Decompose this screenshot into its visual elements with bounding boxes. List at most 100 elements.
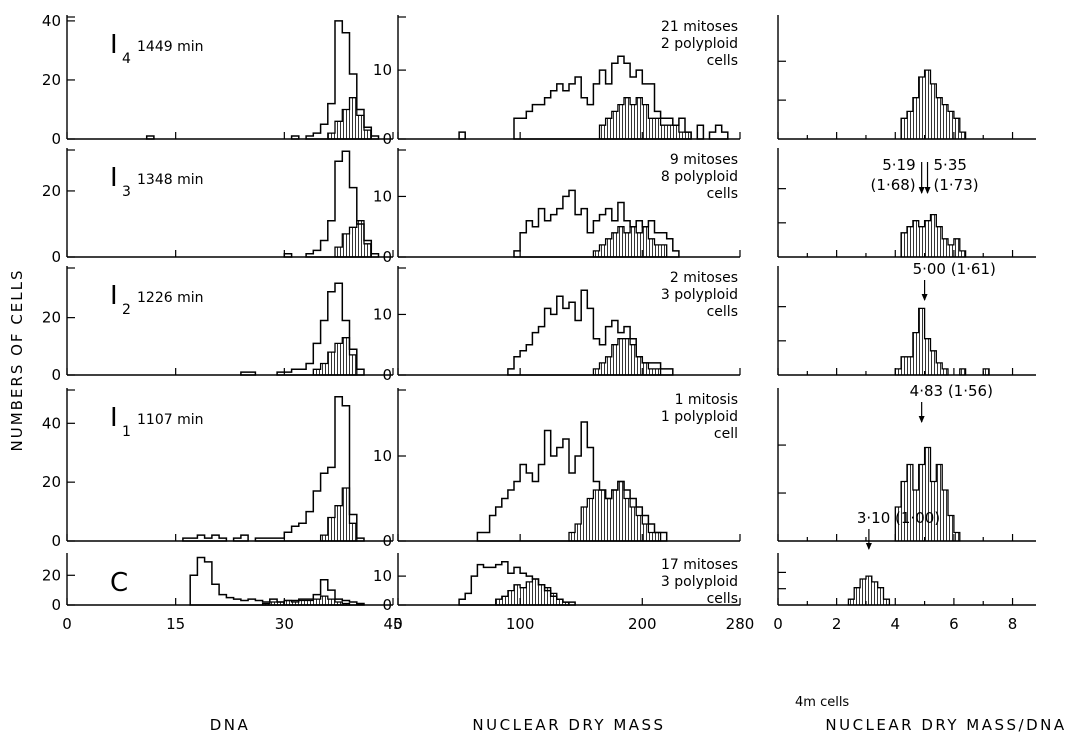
hatched-histogram xyxy=(900,69,967,140)
hatched-histogram xyxy=(319,487,358,542)
total-histogram xyxy=(476,421,668,542)
x-tick-label: 280 xyxy=(726,615,755,633)
hatched-histogram xyxy=(334,220,372,258)
mitoses-note: 21 mitoses xyxy=(661,19,738,35)
group-time: 1449 min xyxy=(137,39,203,55)
hatched-histogram xyxy=(495,578,570,606)
y-tick-label: 40 xyxy=(42,414,61,432)
hatched-histogram xyxy=(894,446,961,542)
x-tick-label: 0 xyxy=(773,615,783,633)
relative-label: (1·68) xyxy=(871,176,916,194)
hatched-histogram xyxy=(327,97,372,140)
mitoses-note: 1 polyploid xyxy=(661,409,738,425)
mean-label: 5·19 xyxy=(882,156,915,174)
y-tick-label: 20 xyxy=(42,309,61,327)
y-tick-label: 0 xyxy=(382,366,392,384)
panel-ratio-row-3: 5·00 (1·61) xyxy=(777,260,1036,376)
mean-label: 4·83 (1·56) xyxy=(910,382,993,400)
relative-label: (1·73) xyxy=(934,176,979,194)
y-tick-label: 0 xyxy=(382,130,392,148)
x-tick-label: 100 xyxy=(506,615,535,633)
group-label: I xyxy=(110,163,118,193)
arrow-head xyxy=(921,294,928,301)
y-tick-label: 0 xyxy=(382,532,392,550)
group-subscript: 4 xyxy=(122,51,131,67)
ratio-axis-note: 4m cells xyxy=(795,695,849,710)
panel-ratio-row-4: 4·83 (1·56) xyxy=(777,382,1036,542)
hatched-histogram xyxy=(894,307,990,376)
panel-ratio-row-5: 3·10 (1·00) xyxy=(777,509,1036,606)
mean-label: 3·10 (1·00) xyxy=(857,509,940,527)
panel-dna-row-3: 0 20 I 2 1226 min xyxy=(42,266,394,384)
hatched-histogram xyxy=(847,575,891,606)
x-axis-title-nuclear-dry-mass: NUCLEAR DRY MASS xyxy=(472,716,665,734)
y-tick-label: 0 xyxy=(51,532,61,550)
mean-label: 5·35 xyxy=(934,156,967,174)
mean-label: 5·00 (1·61) xyxy=(913,260,996,278)
mitoses-note: 3 polyploid xyxy=(661,574,738,590)
mitoses-note: 2 mitoses xyxy=(670,270,738,286)
x-tick-label: 6 xyxy=(949,615,959,633)
mitoses-note: cells xyxy=(707,186,738,202)
group-label: I xyxy=(110,30,118,60)
hatched-histogram xyxy=(598,97,692,140)
mitoses-note: 8 polyploid xyxy=(661,169,738,185)
y-tick-label: 20 xyxy=(42,566,61,584)
x-tick-label: 45 xyxy=(383,615,402,633)
group-time: 1226 min xyxy=(137,290,203,306)
hatched-histogram xyxy=(261,595,351,606)
x-tick-label: 15 xyxy=(166,615,185,633)
y-tick-label: 10 xyxy=(373,61,392,79)
total-histogram xyxy=(189,556,365,606)
total-histogram xyxy=(182,396,365,542)
y-tick-label: 0 xyxy=(51,248,61,266)
y-tick-label: 10 xyxy=(373,187,392,205)
hatched-histogram xyxy=(592,338,662,376)
y-tick-label: 10 xyxy=(373,305,392,323)
y-tick-label: 20 xyxy=(42,182,61,200)
total-histogram xyxy=(458,55,729,140)
mitoses-note: 2 polyploid xyxy=(661,36,738,52)
group-subscript: 2 xyxy=(122,302,131,318)
x-tick-label: 4 xyxy=(890,615,900,633)
total-histogram xyxy=(513,189,680,258)
group-label: I xyxy=(110,403,118,433)
x-tick-label: 30 xyxy=(275,615,294,633)
group-time: 1107 min xyxy=(137,412,203,428)
mitoses-note: cells xyxy=(707,53,738,69)
x-tick-label: 2 xyxy=(832,615,842,633)
y-tick-label: 20 xyxy=(42,71,61,89)
group-subscript: 1 xyxy=(122,424,131,440)
mitoses-note: cells xyxy=(707,304,738,320)
group-subscript: 3 xyxy=(122,184,131,200)
mitoses-note: cell xyxy=(714,426,738,442)
y-tick-label: 40 xyxy=(42,12,61,30)
y-tick-label: 0 xyxy=(51,366,61,384)
hatched-histogram xyxy=(900,213,967,258)
panel-dna-row-1: 0 20 40 I 4 1449 min xyxy=(42,12,394,148)
group-time: 1348 min xyxy=(137,172,203,188)
y-tick-label: 0 xyxy=(51,130,61,148)
y-axis-title: NUMBERS OF CELLS xyxy=(8,268,26,451)
y-tick-label: 20 xyxy=(42,473,61,491)
group-label: C xyxy=(110,568,128,598)
mitoses-note: 1 mitosis xyxy=(675,392,738,408)
panel-dna-row-5: 0 20 C xyxy=(42,553,394,614)
y-tick-label: 0 xyxy=(382,248,392,266)
x-tick-label: 8 xyxy=(1008,615,1018,633)
panel-dna-row-2: 0 20 I 3 1348 min xyxy=(42,148,394,266)
mitoses-note: 17 mitoses xyxy=(661,557,738,573)
panel-ratio-row-2: 5·19 (1·68) 5·35 (1·73) xyxy=(777,148,1036,258)
panel-dna-row-4: 0 20 40 I 1 1107 min xyxy=(42,388,394,550)
y-tick-label: 0 xyxy=(51,596,61,614)
x-tick-label: 200 xyxy=(628,615,657,633)
x-tick-label: 0 xyxy=(62,615,72,633)
arrow-head xyxy=(918,187,925,194)
